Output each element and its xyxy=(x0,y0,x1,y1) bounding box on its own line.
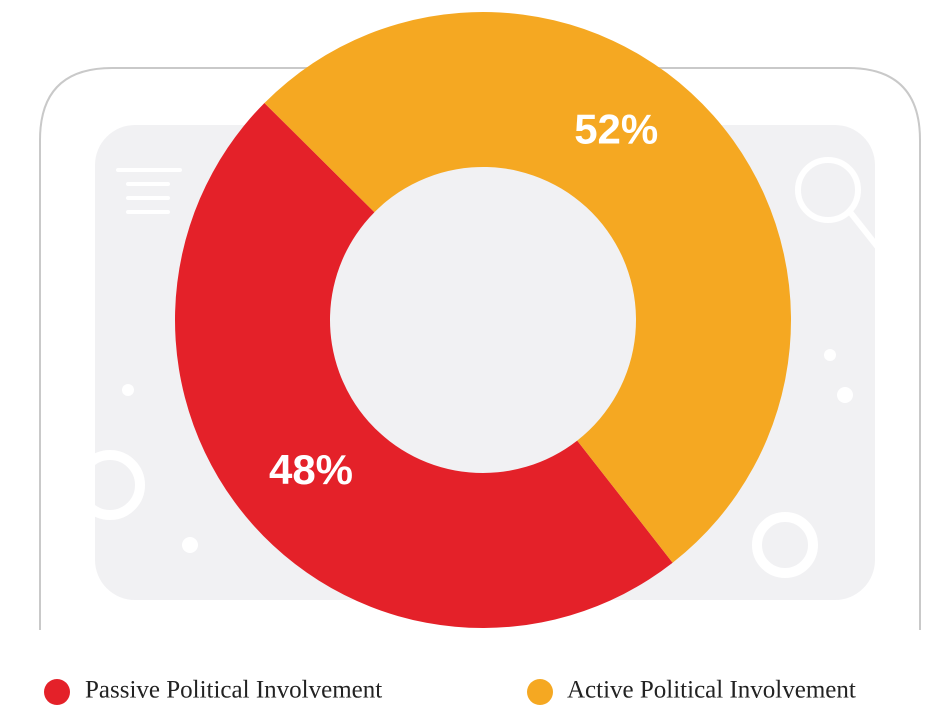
legend-label: Active Political Involvement xyxy=(567,677,856,704)
slice-label: 48% xyxy=(269,446,353,493)
legend-swatch xyxy=(527,679,553,705)
donut: 48% 52% xyxy=(175,11,792,628)
donut-slice xyxy=(175,102,673,628)
dot xyxy=(837,387,853,403)
dot xyxy=(182,537,198,553)
dot xyxy=(122,384,134,396)
legend-swatch xyxy=(44,679,70,705)
slice-label: 52% xyxy=(574,106,658,153)
legend-label: Passive Political Involvement xyxy=(85,677,382,704)
donut-slice xyxy=(264,11,792,563)
dot xyxy=(824,349,836,361)
gear xyxy=(75,450,145,520)
search-icon xyxy=(795,157,883,252)
gear xyxy=(752,512,818,578)
menu-icon xyxy=(116,168,182,214)
